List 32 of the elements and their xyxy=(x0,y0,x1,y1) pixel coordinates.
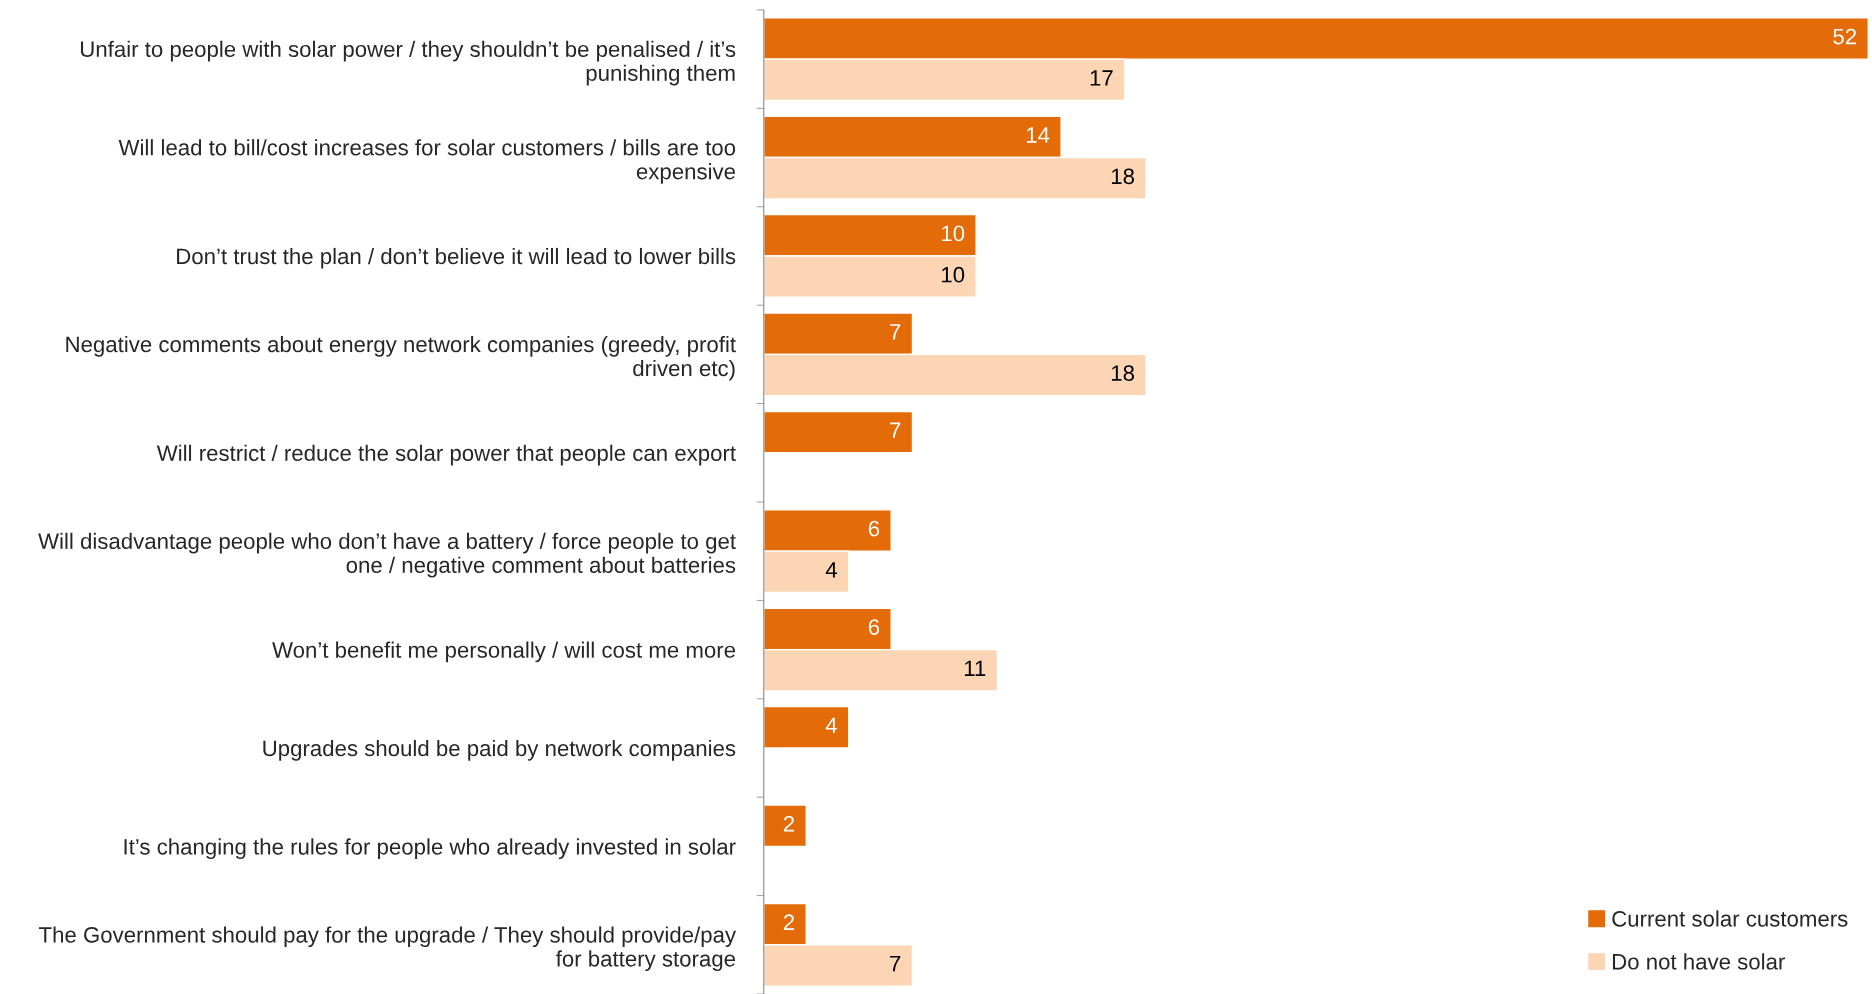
y-tick-label: The Government should pay for the upgrade / They should provide/pay for battery storage xyxy=(38,926,737,972)
data-label: 10 xyxy=(942,266,965,283)
data-label: 7 xyxy=(890,955,901,972)
y-tick-label: Unfair to people with solar power / they shouldn’t be penalised / it’s punishing them xyxy=(80,40,736,86)
data-label: 7 xyxy=(890,422,901,438)
y-tick-label: Upgrades should be paid by network companies xyxy=(263,739,736,761)
y-tick-label: Will restrict / reduce the solar power that people can export xyxy=(156,444,736,466)
y-tick-label: Negative comments about energy network companies (greedy, profit driven etc) xyxy=(66,335,736,381)
data-label: 2 xyxy=(783,914,795,930)
y-tick-label: Will lead to bill/cost increases for solar customers / bills are too expensive xyxy=(118,139,736,184)
data-label: 10 xyxy=(942,225,965,242)
bar xyxy=(763,705,850,749)
data-label: 6 xyxy=(868,520,880,537)
data-label: 4 xyxy=(825,562,837,578)
y-tick-label: It’s changing the rules for people who already invested in solar xyxy=(124,838,736,860)
data-label: 52 xyxy=(1833,28,1857,45)
y-tick-label: Will disadvantage people who don’t have a battery / force people to get one / negative comment about batteries xyxy=(38,532,736,578)
data-label: 6 xyxy=(868,619,880,635)
bar xyxy=(763,804,807,848)
data-label: 14 xyxy=(1027,127,1050,143)
y-tick-label: Won’t benefit me personally / will cost me more xyxy=(272,641,736,663)
legend-label: Current solar customers xyxy=(1612,910,1848,927)
bar xyxy=(763,410,914,454)
data-label: 11 xyxy=(964,660,986,676)
data-label: 18 xyxy=(1111,168,1135,185)
legend-label: Do not have solar xyxy=(1612,953,1785,970)
data-label: 17 xyxy=(1090,70,1113,86)
data-label: 4 xyxy=(825,717,837,734)
data-label: 2 xyxy=(783,815,795,832)
y-tick-label: Don’t trust the plan / don’t believe it will lead to lower bills xyxy=(177,247,736,269)
data-label: 18 xyxy=(1111,365,1135,381)
data-label: 7 xyxy=(890,324,901,340)
